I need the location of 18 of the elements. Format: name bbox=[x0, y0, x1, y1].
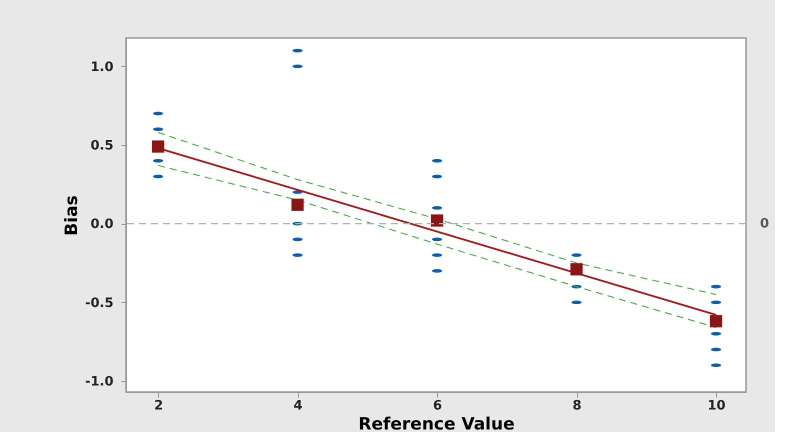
y-tick-label: -0.5 bbox=[85, 296, 114, 311]
point bbox=[710, 315, 722, 328]
line-series bbox=[158, 132, 717, 295]
point bbox=[152, 140, 164, 153]
y-tick-label: 1.0 bbox=[90, 60, 114, 75]
y-tick-label: 0.5 bbox=[90, 138, 114, 154]
y-tick-label: -1.0 bbox=[85, 374, 114, 390]
y-tick-label: 0.0 bbox=[90, 217, 114, 232]
x-tick-label: 8 bbox=[572, 398, 582, 414]
x-tick-label: 2 bbox=[154, 398, 164, 414]
x-tick-label: 4 bbox=[294, 398, 303, 414]
x-tick-label: 10 bbox=[707, 398, 726, 414]
x-axis-title: Reference Value bbox=[358, 414, 515, 434]
x-tick-label: 6 bbox=[433, 398, 442, 414]
point bbox=[291, 198, 304, 211]
ref-line-label: 0 bbox=[760, 216, 770, 232]
y-axis-title: Bias bbox=[62, 195, 82, 236]
point bbox=[570, 263, 583, 276]
